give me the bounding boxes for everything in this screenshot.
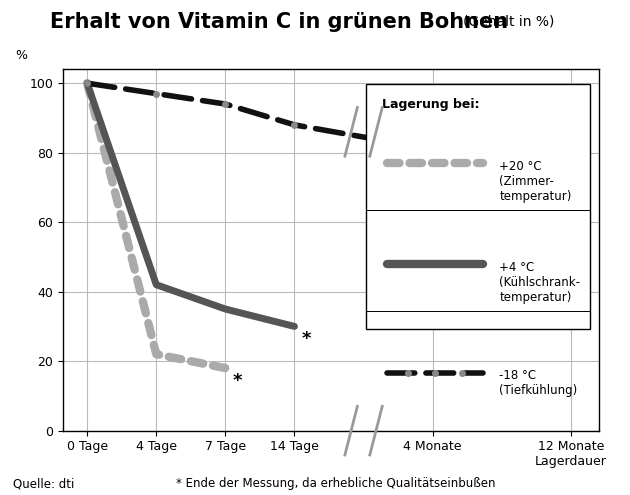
Text: +20 °C
(Zimmer-
temperatur): +20 °C (Zimmer- temperatur)	[500, 159, 572, 202]
Text: +4 °C
(Kühlschrank-
temperatur): +4 °C (Kühlschrank- temperatur)	[500, 261, 580, 304]
Text: -18 °C
(Tiefkühlung): -18 °C (Tiefkühlung)	[500, 369, 578, 397]
Text: Lagerung bei:: Lagerung bei:	[382, 98, 479, 111]
Text: * Ende der Messung, da erhebliche Qualitätseinbußen: * Ende der Messung, da erhebliche Qualit…	[176, 477, 496, 490]
Bar	[365, 84, 590, 330]
Text: %: %	[15, 49, 27, 62]
Text: *: *	[301, 330, 311, 348]
Text: Quelle: dti: Quelle: dti	[13, 477, 74, 490]
Text: Erhalt von Vitamin C in grünen Bohnen: Erhalt von Vitamin C in grünen Bohnen	[50, 12, 508, 32]
Text: (Gehalt in %): (Gehalt in %)	[463, 15, 554, 29]
Text: *: *	[232, 372, 242, 390]
